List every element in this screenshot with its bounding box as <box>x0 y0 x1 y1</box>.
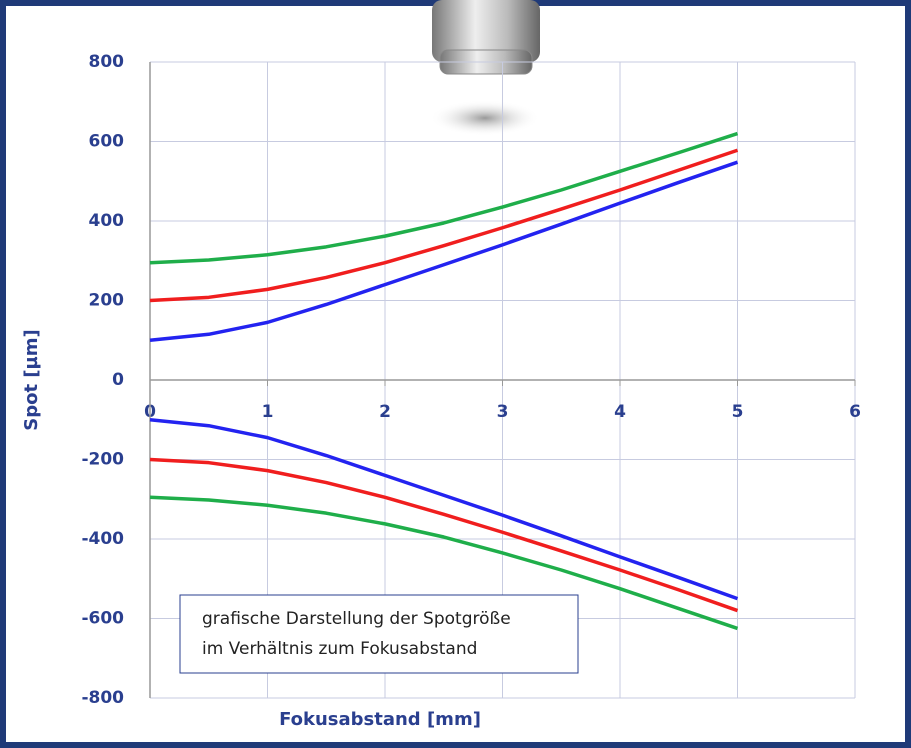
x-tick-label: 2 <box>379 402 391 422</box>
annotation-box <box>180 595 578 673</box>
camera-shadow <box>430 100 540 136</box>
y-tick-label: -600 <box>81 609 124 629</box>
page: -800-600-400-20002004006008000123456 Fok… <box>0 0 911 748</box>
chart: -800-600-400-20002004006008000123456 Fok… <box>0 0 911 748</box>
y-tick-label: -800 <box>81 688 124 708</box>
x-tick-label: 3 <box>497 402 509 422</box>
y-axis-title: Spot [µm] <box>21 329 42 431</box>
x-tick-label: 5 <box>732 402 744 422</box>
y-tick-label: 400 <box>89 211 125 231</box>
y-tick-label: 600 <box>89 132 125 152</box>
y-tick-label: -200 <box>81 450 124 470</box>
x-tick-label: 6 <box>849 402 861 422</box>
x-tick-label: 1 <box>262 402 274 422</box>
y-tick-label: 200 <box>89 291 125 311</box>
y-tick-label: 800 <box>89 52 125 72</box>
y-tick-label: 0 <box>112 370 124 390</box>
annotation-line: im Verhältnis zum Fokusabstand <box>202 639 477 659</box>
annotation-line: grafische Darstellung der Spotgröße <box>202 609 511 629</box>
y-tick-label: -400 <box>81 529 124 549</box>
x-axis-title: Fokusabstand [mm] <box>279 709 481 730</box>
x-tick-label: 4 <box>614 402 626 422</box>
